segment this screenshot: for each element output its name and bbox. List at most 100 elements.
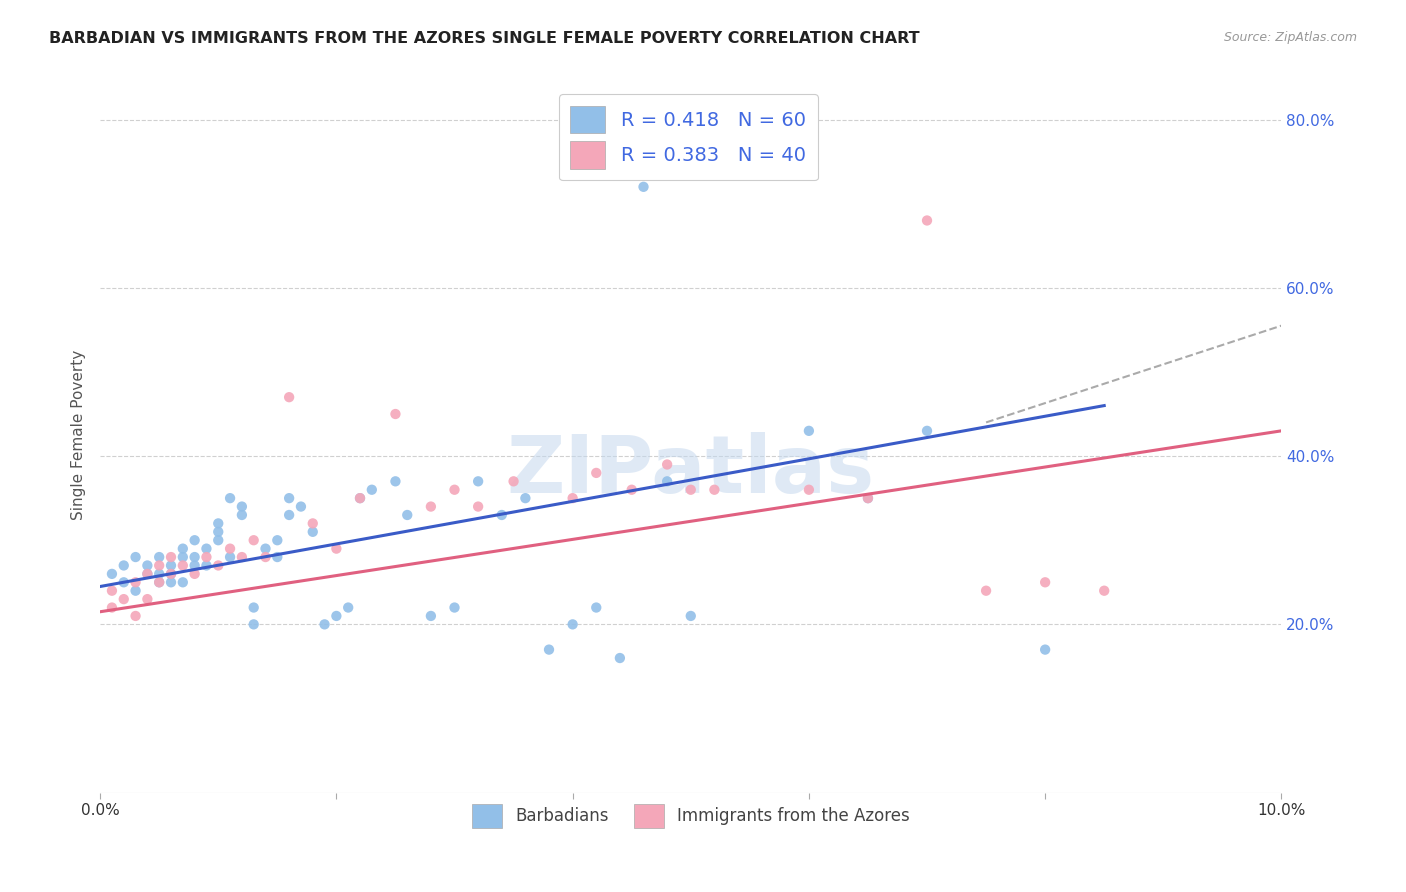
Point bbox=[337, 600, 360, 615]
Point bbox=[502, 475, 524, 489]
Point bbox=[856, 491, 879, 505]
Text: BARBADIAN VS IMMIGRANTS FROM THE AZORES SINGLE FEMALE POVERTY CORRELATION CHART: BARBADIAN VS IMMIGRANTS FROM THE AZORES … bbox=[49, 31, 920, 46]
Point bbox=[797, 483, 820, 497]
Point bbox=[278, 508, 301, 522]
Point bbox=[195, 541, 218, 556]
Point bbox=[655, 475, 678, 489]
Point bbox=[101, 583, 124, 598]
Y-axis label: Single Female Poverty: Single Female Poverty bbox=[72, 350, 86, 520]
Point bbox=[278, 390, 301, 404]
Point bbox=[160, 575, 183, 590]
Text: ZIPatlas: ZIPatlas bbox=[506, 432, 875, 510]
Point bbox=[325, 541, 347, 556]
Point bbox=[242, 600, 264, 615]
Point bbox=[148, 566, 170, 581]
Point bbox=[231, 550, 253, 565]
Point bbox=[1092, 583, 1115, 598]
Point bbox=[231, 500, 253, 514]
Point bbox=[325, 609, 347, 624]
Point bbox=[219, 550, 242, 565]
Point bbox=[679, 483, 702, 497]
Point bbox=[207, 524, 229, 539]
Text: Source: ZipAtlas.com: Source: ZipAtlas.com bbox=[1223, 31, 1357, 45]
Point bbox=[491, 508, 513, 522]
Point bbox=[160, 558, 183, 573]
Point bbox=[620, 483, 643, 497]
Point bbox=[443, 483, 465, 497]
Point bbox=[231, 508, 253, 522]
Point bbox=[915, 424, 938, 438]
Point bbox=[124, 609, 146, 624]
Point bbox=[703, 483, 725, 497]
Point bbox=[1033, 575, 1056, 590]
Point bbox=[136, 566, 159, 581]
Point bbox=[183, 566, 205, 581]
Point bbox=[266, 550, 288, 565]
Point bbox=[561, 491, 583, 505]
Point bbox=[101, 600, 124, 615]
Point bbox=[301, 524, 323, 539]
Point bbox=[360, 483, 382, 497]
Point bbox=[148, 558, 170, 573]
Point bbox=[148, 575, 170, 590]
Point bbox=[101, 566, 124, 581]
Point bbox=[195, 550, 218, 565]
Point bbox=[183, 550, 205, 565]
Point bbox=[655, 458, 678, 472]
Point bbox=[160, 566, 183, 581]
Point bbox=[467, 500, 489, 514]
Point bbox=[419, 609, 441, 624]
Point bbox=[124, 583, 146, 598]
Point bbox=[384, 407, 406, 421]
Point bbox=[219, 541, 242, 556]
Point bbox=[609, 651, 631, 665]
Point bbox=[301, 516, 323, 531]
Point bbox=[679, 609, 702, 624]
Point bbox=[136, 566, 159, 581]
Point bbox=[633, 179, 655, 194]
Point bbox=[396, 508, 419, 522]
Point bbox=[172, 550, 194, 565]
Point bbox=[183, 558, 205, 573]
Point bbox=[124, 575, 146, 590]
Point bbox=[585, 600, 607, 615]
Point bbox=[219, 491, 242, 505]
Point bbox=[1033, 642, 1056, 657]
Point bbox=[419, 500, 441, 514]
Point bbox=[585, 466, 607, 480]
Point bbox=[160, 566, 183, 581]
Point bbox=[207, 533, 229, 548]
Point bbox=[561, 617, 583, 632]
Point bbox=[195, 558, 218, 573]
Point bbox=[124, 550, 146, 565]
Point bbox=[172, 541, 194, 556]
Point bbox=[254, 550, 277, 565]
Point bbox=[148, 575, 170, 590]
Point bbox=[349, 491, 371, 505]
Point bbox=[266, 533, 288, 548]
Point bbox=[207, 516, 229, 531]
Point bbox=[148, 550, 170, 565]
Point bbox=[974, 583, 997, 598]
Point bbox=[112, 558, 135, 573]
Point bbox=[915, 213, 938, 227]
Point bbox=[797, 424, 820, 438]
Point bbox=[242, 617, 264, 632]
Point bbox=[515, 491, 537, 505]
Point bbox=[254, 541, 277, 556]
Point bbox=[183, 533, 205, 548]
Point bbox=[349, 491, 371, 505]
Point bbox=[278, 491, 301, 505]
Point bbox=[112, 592, 135, 607]
Point bbox=[112, 575, 135, 590]
Point bbox=[207, 558, 229, 573]
Point bbox=[384, 475, 406, 489]
Point bbox=[172, 575, 194, 590]
Point bbox=[290, 500, 312, 514]
Point bbox=[443, 600, 465, 615]
Point bbox=[314, 617, 336, 632]
Point bbox=[160, 550, 183, 565]
Point bbox=[136, 592, 159, 607]
Point bbox=[467, 475, 489, 489]
Legend: Barbadians, Immigrants from the Azores: Barbadians, Immigrants from the Azores bbox=[465, 797, 917, 834]
